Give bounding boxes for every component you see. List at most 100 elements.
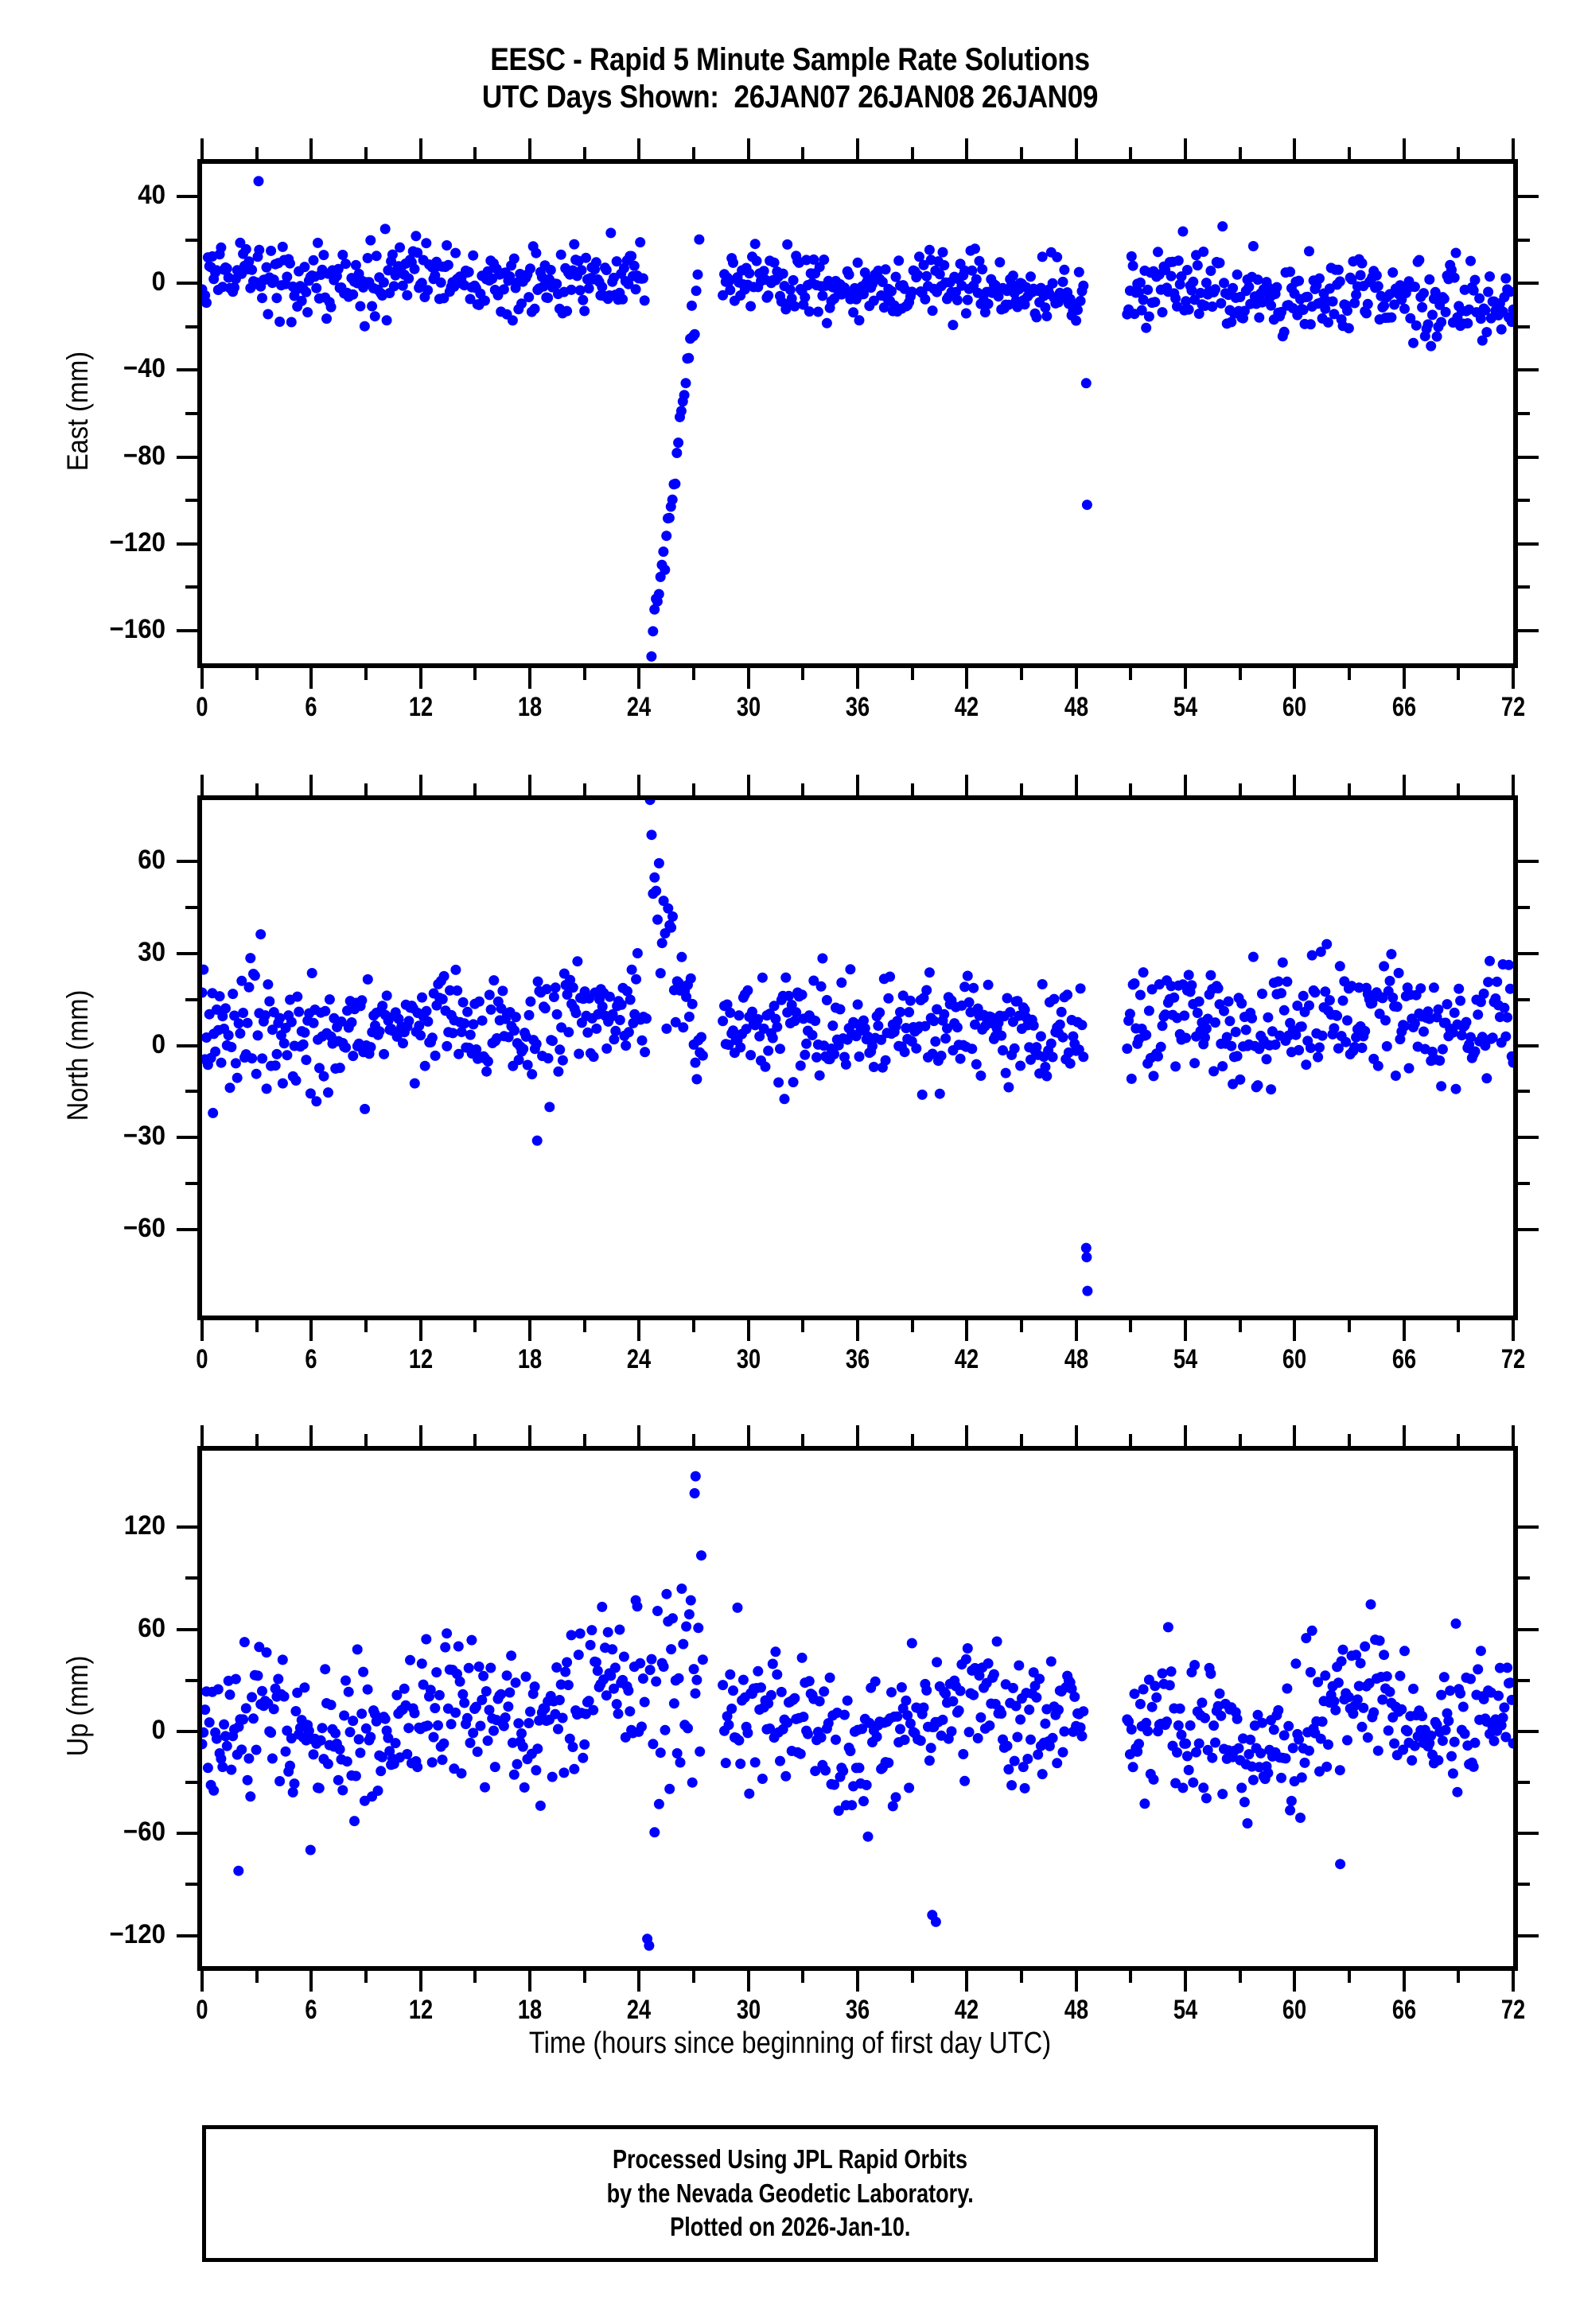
y-tick <box>1518 1228 1539 1231</box>
plot-panel-east <box>197 159 1518 668</box>
x-tick-label: 66 <box>1391 692 1416 722</box>
x-tick <box>309 1971 313 1992</box>
x-tick-label: 12 <box>408 1995 433 2025</box>
x-tick-label: 60 <box>1282 692 1307 722</box>
x-tick <box>746 138 750 159</box>
x-tick <box>1348 147 1351 159</box>
x-tick <box>637 1320 641 1341</box>
x-tick <box>582 783 586 795</box>
x-tick <box>1402 1320 1406 1341</box>
x-tick <box>637 1425 641 1446</box>
x-tick <box>309 1320 313 1341</box>
y-tick <box>177 860 197 864</box>
y-tick-minor <box>185 1883 197 1887</box>
x-tick <box>1020 1434 1023 1446</box>
x-tick <box>1512 1425 1515 1446</box>
x-tick <box>801 783 805 795</box>
x-tick <box>418 138 422 159</box>
x-tick-label: 54 <box>1173 1995 1198 2025</box>
y-tick-minor <box>185 585 197 589</box>
y-tick-minor <box>1518 238 1530 242</box>
footer-line-1: Processed Using JPL Rapid Orbits <box>612 2143 968 2174</box>
x-tick <box>528 1320 531 1341</box>
y-tick <box>177 1228 197 1231</box>
x-tick <box>965 1971 969 1992</box>
x-tick <box>309 138 313 159</box>
x-tick <box>1129 147 1133 159</box>
y-tick-minor <box>1518 906 1530 909</box>
x-tick <box>364 783 368 795</box>
y-tick <box>1518 1832 1539 1836</box>
y-tick-label: 40 <box>138 179 165 210</box>
y-tick-minor <box>185 325 197 328</box>
y-tick <box>1518 1525 1539 1529</box>
x-tick <box>856 1320 859 1341</box>
x-tick <box>910 668 914 680</box>
x-tick <box>1020 1971 1023 1983</box>
plot-panel-up <box>197 1446 1518 1971</box>
scatter-points-up <box>202 1471 1513 1951</box>
x-tick <box>1348 1320 1351 1332</box>
x-tick <box>1457 783 1461 795</box>
x-tick-label: 12 <box>408 1344 433 1374</box>
x-tick-label: 48 <box>1064 692 1088 722</box>
x-tick <box>1293 1425 1297 1446</box>
x-tick <box>255 147 259 159</box>
x-tick <box>1512 668 1515 689</box>
x-tick <box>856 1425 859 1446</box>
y-tick-minor <box>1518 1182 1530 1186</box>
y-tick-label: −120 <box>109 527 165 558</box>
y-tick <box>177 1729 197 1733</box>
x-tick <box>1238 668 1242 680</box>
x-tick-label: 36 <box>845 1995 870 2025</box>
x-tick <box>692 668 695 680</box>
x-tick <box>1348 1434 1351 1446</box>
plot-area-east <box>202 164 1513 663</box>
x-tick <box>801 668 805 680</box>
x-tick <box>528 668 531 689</box>
x-tick <box>1402 775 1406 795</box>
y-tick <box>177 1043 197 1047</box>
x-tick-label: 18 <box>517 1995 543 2025</box>
x-axis-title: Time (hours since beginning of first day… <box>528 2027 1052 2060</box>
x-tick-label: 72 <box>1500 692 1526 722</box>
x-tick <box>1184 138 1187 159</box>
x-tick <box>528 775 531 795</box>
y-tick <box>1518 860 1539 864</box>
y-tick-label: 30 <box>138 936 165 967</box>
y-tick-minor <box>1518 1781 1530 1785</box>
y-tick <box>177 542 197 546</box>
y-axis-title-east: East (mm) <box>61 351 94 472</box>
x-tick <box>910 1971 914 1983</box>
x-tick-label: 72 <box>1500 1995 1526 2025</box>
y-tick <box>1518 194 1539 198</box>
x-tick <box>418 1320 422 1341</box>
x-tick <box>637 138 641 159</box>
x-tick <box>1238 147 1242 159</box>
x-tick <box>255 668 259 680</box>
plot-area-north <box>202 800 1513 1316</box>
x-tick <box>528 1425 531 1446</box>
scatter-points-north <box>202 800 1513 1296</box>
footer-line-2: by the Nevada Geodetic Laboratory. <box>606 2178 974 2208</box>
y-tick <box>1518 368 1539 372</box>
y-tick <box>1518 455 1539 459</box>
x-tick <box>910 1434 914 1446</box>
x-tick-label: 0 <box>196 692 208 722</box>
x-tick-label: 24 <box>627 692 652 722</box>
x-tick <box>856 775 859 795</box>
y-tick <box>177 1832 197 1836</box>
x-tick-label: 54 <box>1173 1344 1198 1374</box>
y-tick-minor <box>185 412 197 415</box>
y-tick <box>177 1627 197 1631</box>
x-tick-label: 18 <box>517 1344 543 1374</box>
y-tick <box>1518 629 1539 633</box>
x-tick <box>364 147 368 159</box>
chart-title: EESC - Rapid 5 Minute Sample Rate Soluti… <box>0 41 1580 116</box>
x-tick <box>1293 138 1297 159</box>
x-tick <box>1074 138 1078 159</box>
y-tick <box>1518 1627 1539 1631</box>
x-tick <box>582 668 586 680</box>
x-tick-label: 42 <box>955 1344 979 1374</box>
y-tick <box>177 455 197 459</box>
